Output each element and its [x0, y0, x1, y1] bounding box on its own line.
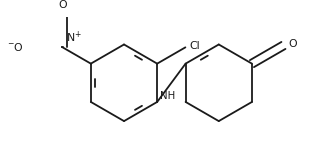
Text: $^{-}$O: $^{-}$O — [7, 41, 24, 53]
Text: O: O — [58, 0, 67, 10]
Text: NH: NH — [160, 91, 175, 101]
Text: N$^{+}$: N$^{+}$ — [66, 30, 81, 45]
Text: O: O — [289, 39, 297, 49]
Text: Cl: Cl — [189, 41, 200, 51]
